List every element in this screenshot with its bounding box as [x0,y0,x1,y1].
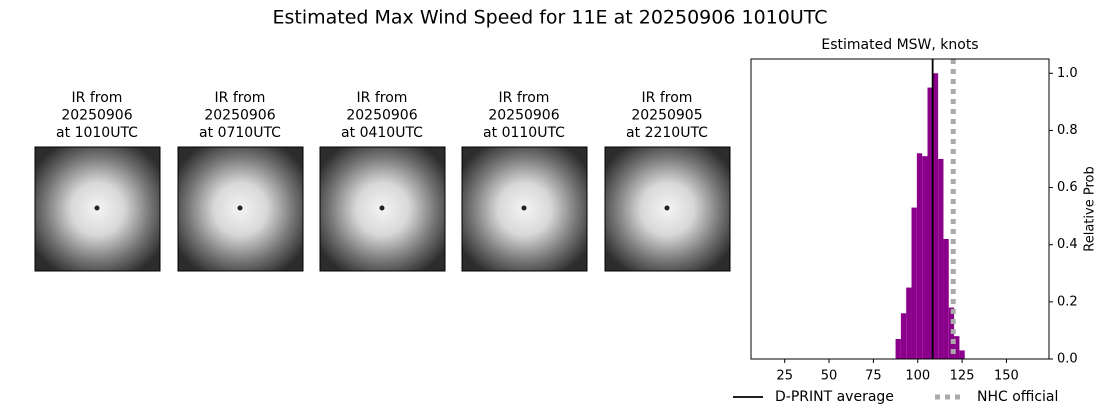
chart-title: Estimated MSW, knots [821,37,978,53]
x-tick-label: 75 [865,369,882,384]
bar [927,87,933,360]
x-tick-label: 150 [994,369,1019,384]
x-tick-label: 50 [821,369,838,384]
storm-eye [521,205,527,211]
y-tick-label: 0.0 [1057,352,1078,367]
image-title: at 0410UTC [341,125,423,141]
image-title: at 2210UTC [626,125,708,141]
image-title: 20250906 [488,108,559,124]
image-title: IR from [72,90,123,106]
storm-eye [379,205,385,211]
image-title: 20250906 [346,108,417,124]
y-tick-label: 1.0 [1057,66,1078,81]
y-axis-label: Relative Prob [1083,166,1098,251]
image-title: 20250906 [204,108,275,124]
image-title: at 0110UTC [483,125,565,141]
image-title: IR from [642,90,693,106]
x-tick-label: 25 [776,369,793,384]
bar [959,350,965,359]
image-title: IR from [215,90,266,106]
bar [943,239,949,359]
bar [900,313,907,359]
x-tick-label: 100 [905,369,930,384]
plot-frame [750,58,1050,360]
storm-eye [664,205,670,211]
image-title: IR from [357,90,408,106]
bar [954,336,960,359]
image-title: at 1010UTC [56,125,138,141]
y-tick-label: 0.2 [1057,294,1078,309]
bar [916,153,923,359]
bar [895,339,901,359]
legend-label: NHC official [977,389,1058,405]
y-tick-label: 0.8 [1057,123,1078,138]
storm-eye [237,205,243,211]
bar [922,156,928,359]
bar [932,73,939,360]
y-tick-label: 0.4 [1057,237,1078,252]
x-tick-label: 125 [950,369,975,384]
figure-title: Estimated Max Wind Speed for 11E at 2025… [272,7,827,29]
image-title: at 0710UTC [199,125,281,141]
bar [911,207,917,359]
image-title: 20250906 [61,108,132,124]
y-tick-label: 0.6 [1057,180,1078,195]
image-title: IR from [499,90,550,106]
storm-eye [94,205,100,211]
bar [938,159,944,359]
legend-label: D-PRINT average [775,389,894,405]
bar [906,287,912,359]
image-title: 20250905 [631,108,702,124]
